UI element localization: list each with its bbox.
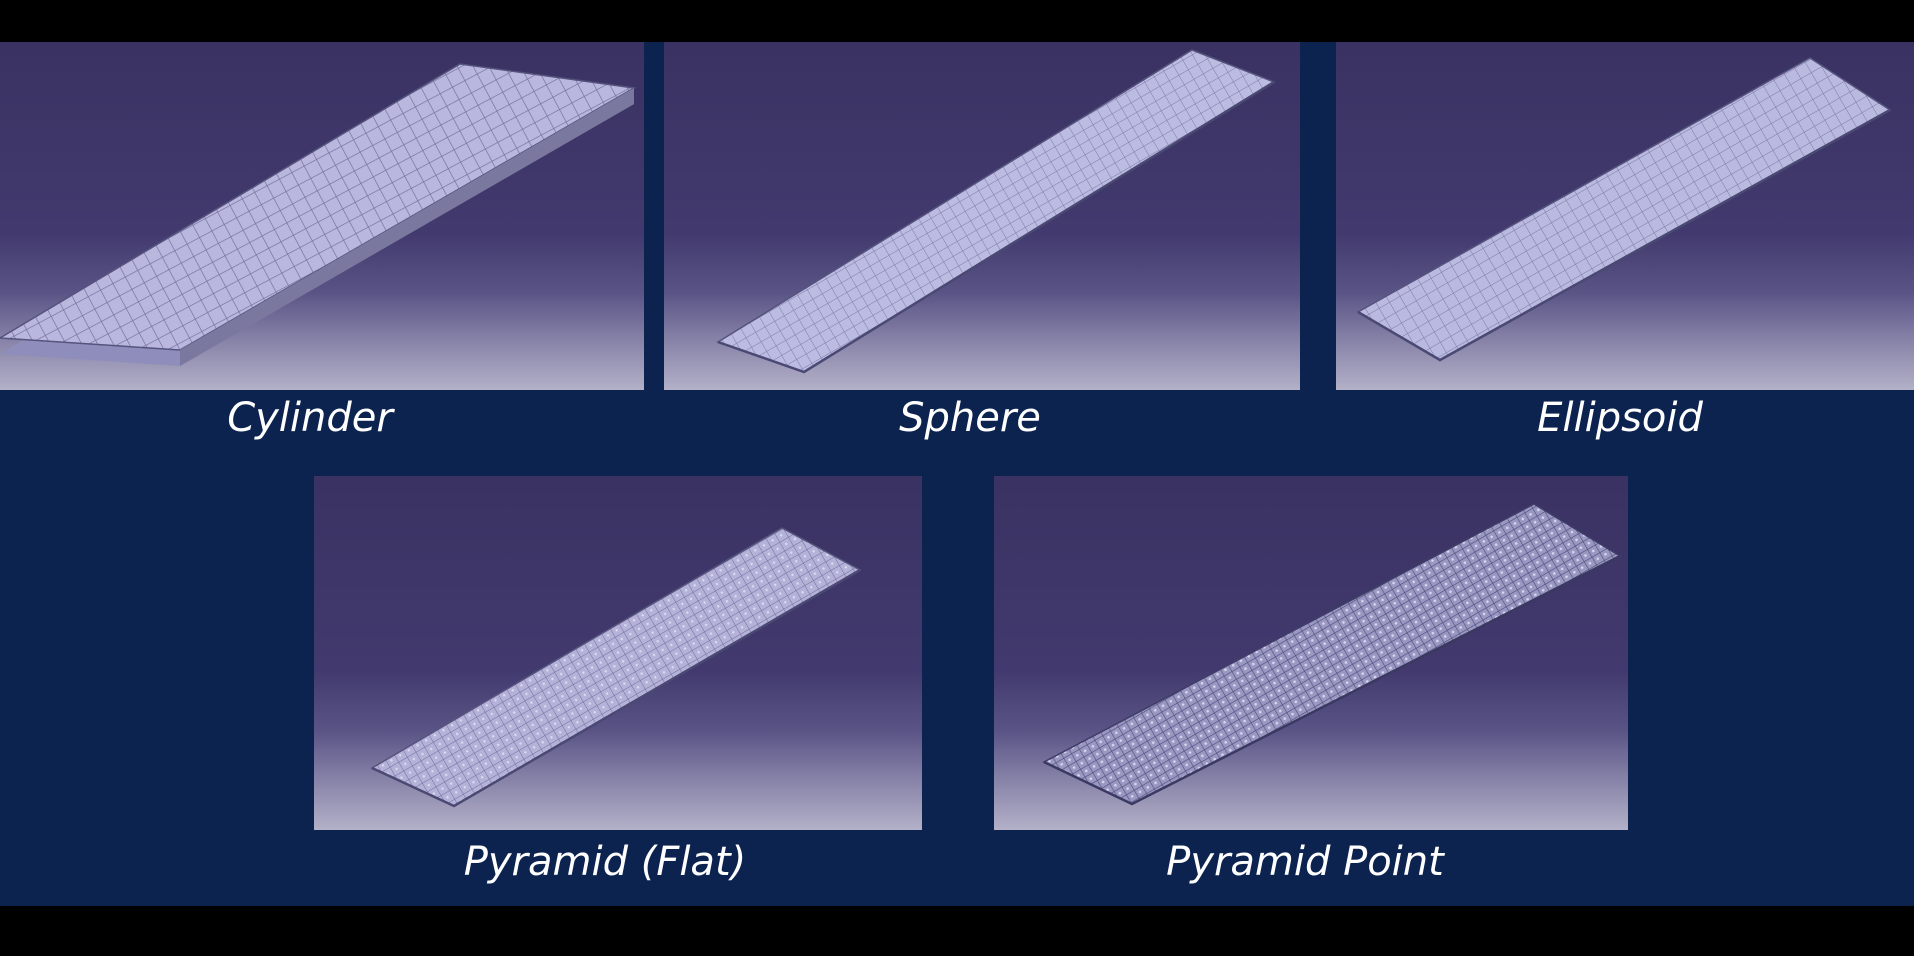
sphere-caption: Sphere [899, 395, 1041, 441]
pyramid-point-render [994, 476, 1628, 830]
pyramid-flat-caption: Pyramid (Flat) [463, 839, 747, 885]
cylinder-caption: Cylinder [227, 395, 393, 441]
pyramid-point-caption: Pyramid Point [1166, 839, 1444, 885]
cylinder-plate-icon [0, 63, 637, 366]
pyramid-flat-render [314, 476, 922, 830]
pyramid-point-plate-icon [1042, 503, 1622, 806]
ellipsoid-caption: Ellipsoid [1537, 395, 1703, 441]
sphere-render [664, 42, 1300, 390]
figure-canvas: Cylinder Sphere Elli [0, 42, 1914, 906]
ellipsoid-render [1336, 42, 1914, 390]
ellipsoid-plate-icon [1356, 57, 1892, 362]
sphere-plate-icon [716, 49, 1276, 374]
pyramid-flat-plate-icon [370, 527, 862, 808]
cylinder-render [0, 42, 644, 390]
